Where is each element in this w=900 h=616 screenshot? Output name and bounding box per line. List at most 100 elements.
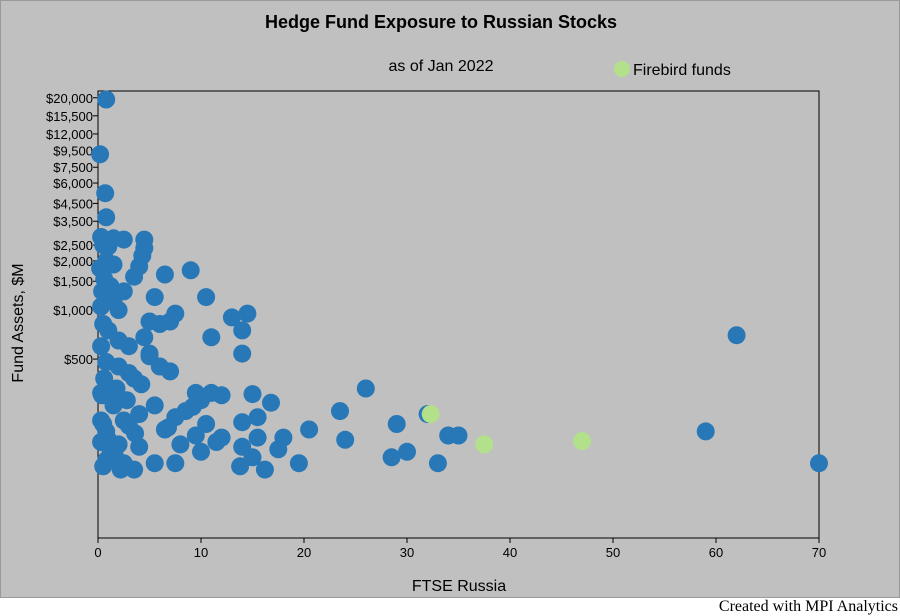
fund-point[interactable] [197,288,216,307]
chart-title: Hedge Fund Exposure to Russian Stocks [265,12,617,32]
fund-point[interactable] [159,418,177,437]
fund-point[interactable] [107,379,126,398]
fund-point[interactable] [382,448,401,467]
fund-point[interactable] [119,364,138,383]
fund-point[interactable] [166,454,185,473]
fund-point[interactable] [262,393,280,412]
fund-point[interactable] [183,397,202,416]
chart-subtitle: as of Jan 2022 [389,58,494,75]
fund-point[interactable] [212,386,231,405]
fund-point[interactable] [233,321,252,340]
firebird-fund-point[interactable] [421,405,440,424]
fund-point[interactable] [255,460,274,479]
fund-point[interactable] [336,430,355,449]
fund-point[interactable] [231,457,250,476]
fund-point[interactable] [111,460,130,479]
fund-point[interactable] [95,369,114,388]
x-tick-label: 0 [94,545,101,560]
fund-point[interactable] [248,428,267,447]
y-tick-label: $6,000 [53,176,93,191]
fund-point[interactable] [243,385,262,404]
fund-point[interactable] [119,337,138,356]
fund-point[interactable] [97,90,116,109]
firebird-fund-point[interactable] [573,432,592,451]
fund-point[interactable] [150,315,169,333]
fund-point[interactable] [145,288,164,307]
fund-point[interactable] [238,304,257,323]
y-tick-label: $1,500 [53,274,93,289]
y-axis-label: Fund Assets, $M [10,263,27,382]
fund-point[interactable] [207,433,226,451]
fund-point[interactable] [125,267,144,286]
x-tick-label: 60 [709,545,723,560]
fund-point[interactable] [243,448,262,467]
fund-point[interactable] [356,379,375,398]
fund-point[interactable] [289,454,308,473]
fund-point[interactable] [233,413,252,432]
fund-point[interactable] [428,454,447,473]
fund-point[interactable] [202,328,221,347]
fund-point[interactable] [105,445,124,464]
fund-point[interactable] [145,454,164,473]
x-tick-label: 30 [400,545,414,560]
fund-point[interactable] [300,420,319,439]
y-tick-label: $3,500 [53,214,93,229]
fund-point[interactable] [186,426,205,445]
fund-point[interactable] [696,422,715,441]
fund-point[interactable] [92,337,111,356]
fund-point[interactable] [171,435,190,454]
fund-point[interactable] [233,344,252,363]
x-tick-label: 10 [194,545,208,560]
y-tick-label: $500 [64,352,93,367]
y-tick-label: $15,500 [46,109,93,124]
fund-point[interactable] [387,415,406,433]
y-axis: $500 $1,000 $1,500 $2,000$2,500 $3,500 $4,500… [46,91,98,367]
fund-point[interactable] [126,424,145,443]
x-axis-label: FTSE Russia [412,578,506,595]
fund-point[interactable] [132,375,151,394]
y-tick-label: $2,500 [53,238,93,253]
y-tick-label: $9,500 [53,143,93,158]
fund-point[interactable] [197,415,216,433]
credit-text: Created with MPI Analytics [718,598,898,615]
y-tick-label: $7,500 [53,160,93,175]
chart-area: Hedge Fund Exposure to Russian Stocks as… [0,0,900,598]
fund-point[interactable] [222,308,241,327]
fund-point[interactable] [161,362,180,381]
fund-point[interactable] [145,396,164,415]
fund-point[interactable] [114,230,133,249]
legend-marker-firebird [614,61,630,77]
x-tick-label: 40 [503,545,517,560]
fund-point[interactable] [181,261,200,280]
fund-point[interactable] [727,326,746,345]
y-tick-label: $12,000 [46,127,93,142]
fund-point[interactable] [125,460,144,479]
fund-point[interactable] [94,457,113,476]
fund-point[interactable] [92,297,111,316]
fund-point[interactable] [810,454,828,473]
fund-point[interactable] [93,386,112,405]
x-tick-label: 20 [297,545,311,560]
fund-point[interactable] [140,347,159,366]
legend: Firebird funds [614,61,731,79]
x-tick-label: 50 [606,545,620,560]
fund-point[interactable] [99,237,118,256]
firebird-fund-point[interactable] [475,435,494,454]
fund-point[interactable] [117,391,136,410]
fund-point[interactable] [155,265,174,284]
fund-point[interactable] [130,405,149,424]
x-axis: 0 10 20 30 40 50 60 70 [94,538,826,560]
fund-point[interactable] [269,440,288,459]
fund-point[interactable] [96,184,115,203]
fund-point[interactable] [91,145,110,164]
fund-point[interactable] [109,301,128,319]
fund-point[interactable] [135,328,154,347]
scatter-plot: Hedge Fund Exposure to Russian Stocks as… [10,12,828,595]
fund-point[interactable] [331,402,349,421]
fund-point[interactable] [398,442,416,461]
fund-point[interactable] [449,426,468,445]
fund-point[interactable] [97,208,116,227]
fund-point[interactable] [248,408,267,427]
y-tick-label: $2,000 [53,254,93,269]
fund-point[interactable] [192,442,210,461]
